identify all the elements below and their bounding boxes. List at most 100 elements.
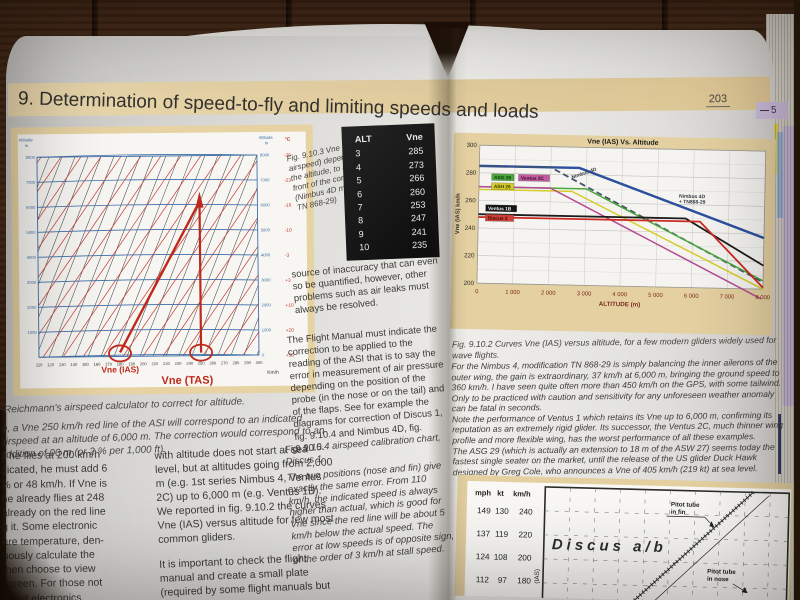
svg-text:3000: 3000 [27,280,37,285]
svg-text:m: m [265,140,269,145]
right-page-paragraphs: For the Nimbus 4, modification TN 868-29… [451,357,791,478]
svg-text:3000: 3000 [261,277,271,282]
svg-text:1 000: 1 000 [505,290,520,296]
svg-text:210: 210 [151,361,159,366]
page-number: 203 [705,93,731,108]
figure-9-10-1-frame: 8000 8000 -30 7000 7000 -23 6000 6000 -16 5000 500… [10,124,316,396]
svg-text:-10: -10 [285,228,292,234]
svg-text:ASG 29: ASG 29 [494,175,512,181]
svg-text:190: 190 [128,361,136,366]
svg-text:108: 108 [494,553,508,562]
svg-text:200: 200 [518,553,532,562]
svg-text:3 000: 3 000 [577,291,592,297]
svg-text:230: 230 [175,361,183,366]
svg-text:300: 300 [256,360,264,365]
svg-text:240: 240 [465,225,476,232]
svg-text:260: 260 [465,197,476,204]
svg-text:300: 300 [466,142,477,149]
svg-text:120: 120 [47,362,55,367]
svg-text:°C: °C [285,137,291,143]
svg-text:2 000: 2 000 [541,291,556,297]
svg-text:1000: 1000 [262,327,272,332]
chapter-edge-tab: 5 [756,102,788,119]
svg-text:5 000: 5 000 [648,293,663,299]
svg-text:0: 0 [262,352,265,357]
svg-text:280: 280 [232,360,240,365]
svg-text:220: 220 [163,361,171,366]
svg-text:Ventus 1B: Ventus 1B [488,206,512,212]
svg-text:7000: 7000 [260,177,270,182]
figure-discus-calibration-frame: mph kt km/h 149 130 240 137 119 220 124 108 200 112 9… [454,474,794,600]
svg-text:260: 260 [209,360,217,365]
svg-text:160: 160 [94,362,102,367]
svg-text:Discus 2: Discus 2 [488,216,508,222]
svg-text:Vne (IAS) km/h: Vne (IAS) km/h [455,193,462,234]
wood-table-right-edge [794,0,800,600]
svg-text:Altitude: Altitude [259,135,274,140]
svg-text:km/h: km/h [513,489,531,498]
svg-text:Pitot tube: Pitot tube [707,568,736,576]
svg-text:+ TN868-29: + TN868-29 [679,199,706,206]
discus-calibration-chart: mph kt km/h 149 130 240 137 119 220 124 108 200 112 9… [464,480,792,600]
svg-text:220: 220 [518,530,532,539]
svg-text:+30: +30 [286,353,295,359]
svg-text:in fin: in fin [671,509,686,516]
svg-text:Discus a/b: Discus a/b [552,536,667,556]
svg-text:8000: 8000 [26,155,36,160]
shadow-bottom-left [0,544,90,600]
alt-table-header: ALT Vne [354,131,424,145]
svg-text:+10: +10 [285,303,294,309]
svg-text:5000: 5000 [26,230,36,235]
svg-text:220: 220 [464,252,475,259]
chapter-header-band: 9. Determination of speed-to-fly and lim… [7,76,771,123]
svg-text:Nimbus 4D: Nimbus 4D [679,194,706,201]
svg-text:170: 170 [105,362,113,367]
svg-text:kt: kt [497,489,504,498]
svg-text:8000: 8000 [260,152,270,157]
svg-text:4000: 4000 [27,255,37,260]
svg-text:97: 97 [498,576,508,585]
svg-text:250: 250 [198,361,206,366]
svg-text:149: 149 [477,506,491,515]
figure-9-10-2-frame: Vne (IAS) Vs. Altitude ASG 29 Ventus 2C ASH… [449,132,777,336]
svg-text:140: 140 [70,362,78,367]
svg-text:270: 270 [221,360,229,365]
svg-text:6000: 6000 [26,205,36,210]
svg-text:in nose: in nose [707,576,729,584]
figure-9-10-4-body: The two positions (nose and fin) give ex… [286,460,455,567]
svg-text:200: 200 [464,280,475,287]
svg-text:+20: +20 [286,328,295,334]
svg-text:mph: mph [475,488,491,497]
svg-text:124: 124 [476,552,490,561]
body-paragraph: Note the performance of Ventus 1 which r… [451,409,784,446]
svg-text:Altitude: Altitude [19,137,34,142]
svg-text:2000: 2000 [27,305,37,310]
svg-text:1000: 1000 [27,330,37,335]
svg-text:ALTITUDE (m): ALTITUDE (m) [599,301,641,309]
svg-text:200: 200 [140,361,148,366]
body-paragraph: For the Nimbus 4, modification TN 868-29… [451,356,782,414]
svg-text:Vne (TAS): Vne (TAS) [161,374,213,387]
svg-text:6000: 6000 [260,202,270,207]
svg-text:4000: 4000 [261,252,271,257]
svg-text:137: 137 [476,529,490,538]
svg-text:110: 110 [36,362,43,367]
tab-dash [760,110,769,111]
svg-text:Vne (IAS) Vs. Altitude: Vne (IAS) Vs. Altitude [587,138,659,146]
svg-text:ASH 26: ASH 26 [494,184,511,190]
vne-vs-altitude-chart: Vne (IAS) Vs. Altitude ASG 29 Ventus 2C ASH… [455,138,770,309]
svg-text:Vne (IAS): Vne (IAS) [101,364,139,374]
svg-text:Pitot tube: Pitot tube [671,501,700,509]
svg-text:5000: 5000 [261,227,271,232]
body-paragraph: The ASG 29 (which is actually an extensi… [452,441,775,477]
svg-text:Km/h: Km/h [267,370,279,376]
svg-text:180: 180 [517,576,531,585]
svg-text:130: 130 [59,362,67,367]
svg-text:Ventus 2C: Ventus 2C [521,176,545,182]
svg-text:280: 280 [466,170,477,177]
svg-text:240: 240 [186,361,194,366]
svg-text:-23: -23 [284,178,291,184]
figure-9-10-4-caption-block: Fig. 9.10.4 airspeed calibration chart, … [284,432,457,571]
svg-text:119: 119 [495,530,509,539]
